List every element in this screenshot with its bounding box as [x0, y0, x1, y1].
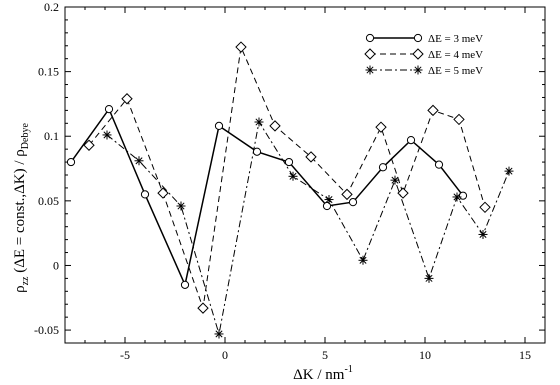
- data-point-star: [424, 273, 434, 283]
- star-stroke: [289, 172, 297, 180]
- legend-label: ΔE = 3 meV: [428, 33, 483, 45]
- star-stroke: [325, 196, 333, 204]
- data-point-circle: [434, 160, 444, 169]
- data-point-diamond: [364, 48, 376, 60]
- x-tick-label: 5: [322, 348, 328, 362]
- data-point-circle: [378, 163, 388, 172]
- data-point-diamond: [157, 187, 169, 199]
- star-stroke: [425, 274, 433, 282]
- star-stroke: [135, 157, 143, 165]
- y-axis-label: ρzz (ΔE = const.,ΔK) / ρDebye: [12, 123, 31, 293]
- star-stroke: [177, 202, 185, 210]
- legend-label: ΔE = 5 meV: [428, 65, 483, 77]
- data-point-circle: [66, 157, 76, 167]
- data-point-star: [134, 156, 144, 166]
- star-stroke: [414, 66, 422, 74]
- star-stroke: [215, 330, 223, 338]
- data-point-diamond: [375, 121, 387, 133]
- legend-item: ΔE = 3 meV: [365, 33, 483, 45]
- data-point-star: [324, 195, 334, 205]
- data-point-star: [504, 166, 514, 176]
- data-point-star: [452, 192, 462, 202]
- axes: -5 0 5 10 15 -0.05 0 0.05 0.1 0.15 0.2: [34, 0, 546, 362]
- star-stroke: [505, 167, 513, 175]
- data-point-circle: [252, 147, 262, 156]
- x-tick-label: -5: [120, 348, 130, 362]
- data-point-diamond: [453, 113, 465, 126]
- series-layer: [66, 41, 514, 339]
- data-point-diamond: [305, 151, 317, 163]
- x-tick-label: 10: [419, 348, 431, 362]
- x-tick-label: 15: [519, 348, 531, 362]
- data-point-diamond: [479, 201, 491, 214]
- data-point-circle: [140, 190, 150, 199]
- data-point-circle: [180, 280, 190, 289]
- data-point-star: [254, 117, 264, 127]
- star-stroke: [103, 131, 111, 139]
- y-tick-label: 0.15: [38, 65, 59, 79]
- data-point-diamond: [121, 93, 133, 105]
- legend: ΔE = 3 meV ΔE = 4 meV ΔE = 5 meV: [364, 33, 483, 77]
- data-point-diamond: [397, 187, 409, 199]
- data-point-diamond: [412, 48, 424, 60]
- star-stroke: [359, 256, 367, 264]
- series-group: [83, 41, 491, 314]
- star-stroke: [255, 118, 263, 126]
- data-point-diamond: [235, 41, 247, 53]
- data-point-star: [214, 329, 224, 339]
- data-point-circle: [458, 191, 468, 200]
- data-point-circle: [406, 136, 416, 145]
- data-point-star: [478, 229, 488, 239]
- series-line: [88, 45, 486, 309]
- data-point-star: [365, 65, 375, 75]
- legend-item: ΔE = 5 meV: [365, 65, 483, 77]
- data-point-star: [413, 65, 423, 75]
- y-tick-label: 0: [53, 258, 59, 272]
- star-stroke: [391, 176, 399, 184]
- data-point-circle: [214, 121, 224, 130]
- data-point-star: [390, 175, 400, 185]
- star-stroke: [366, 66, 374, 74]
- series-group: [66, 104, 468, 289]
- y-tick-label: 0.2: [44, 0, 59, 14]
- data-point-circle: [348, 198, 358, 207]
- data-point-diamond: [341, 188, 353, 201]
- data-point-diamond: [427, 104, 439, 117]
- series-group: [102, 117, 514, 339]
- legend-label: ΔE = 4 meV: [428, 49, 483, 61]
- data-point-star: [288, 171, 298, 181]
- data-point-circle: [413, 33, 423, 43]
- data-point-diamond: [83, 139, 95, 151]
- y-tick-label: 0.1: [44, 129, 59, 143]
- data-point-circle: [365, 33, 375, 43]
- x-tick-label: 0: [222, 348, 228, 362]
- data-point-star: [176, 201, 186, 211]
- data-point-circle: [104, 104, 114, 114]
- data-point-diamond: [269, 120, 281, 132]
- x-axis-label: ΔK / nm-1: [293, 364, 353, 383]
- legend-item: ΔE = 4 meV: [364, 48, 483, 61]
- star-stroke: [453, 193, 461, 201]
- y-tick-label: -0.05: [34, 323, 59, 337]
- data-point-star: [358, 255, 368, 265]
- data-point-circle: [284, 157, 294, 167]
- data-point-star: [102, 130, 112, 140]
- data-point-circle: [322, 201, 332, 211]
- data-point-diamond: [197, 302, 209, 314]
- y-tick-label: 0.05: [38, 194, 59, 208]
- star-stroke: [479, 230, 487, 238]
